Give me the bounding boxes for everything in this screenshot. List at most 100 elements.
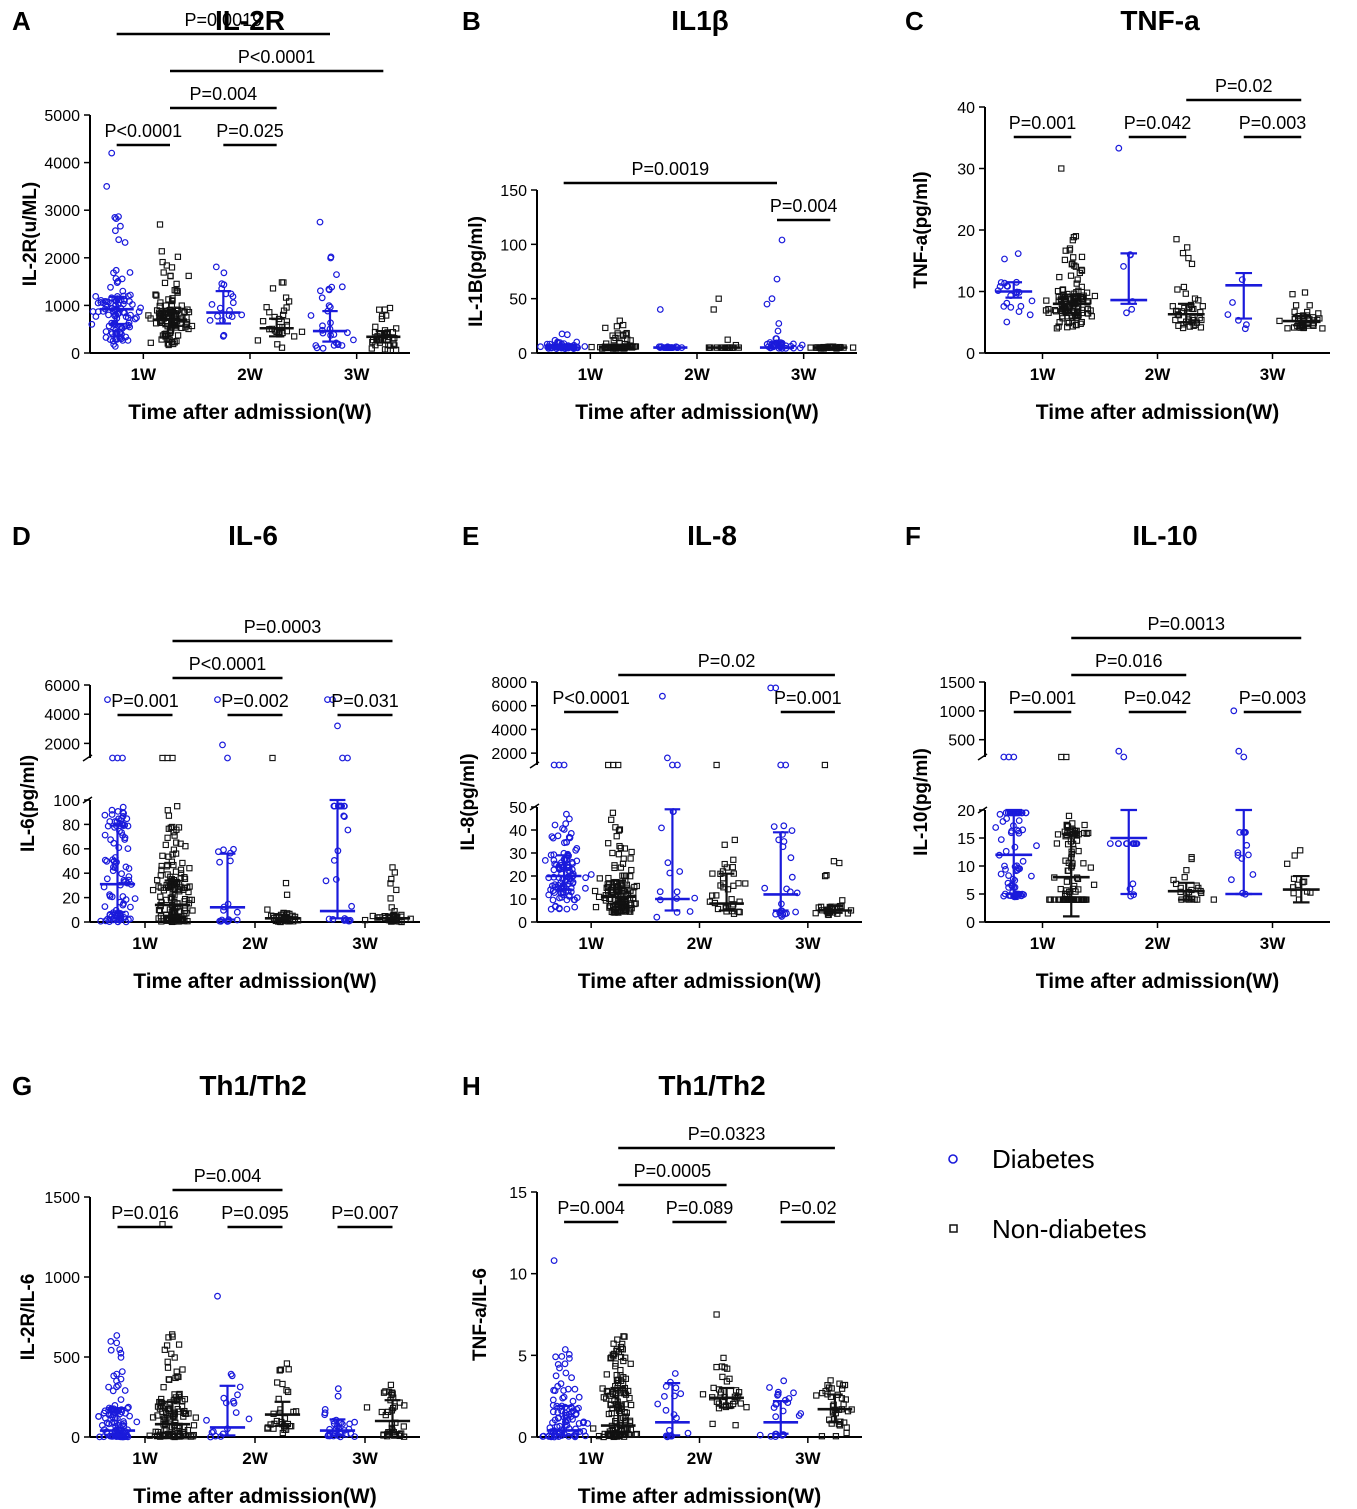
data-point-non-diabetes (161, 311, 168, 319)
data-point-diabetes (552, 1372, 560, 1380)
data-point-diabetes (103, 857, 111, 865)
data-point-diabetes (1000, 303, 1008, 310)
data-point-non-diabetes (609, 332, 616, 339)
data-point-non-diabetes (169, 754, 176, 762)
data-point-diabetes (119, 901, 127, 909)
data-point-non-diabetes (1061, 256, 1069, 264)
data-point-diabetes (548, 833, 556, 840)
x-tick-label: 1W (578, 1449, 604, 1468)
data-point-diabetes (656, 888, 664, 896)
data-point-diabetes (1120, 263, 1127, 270)
data-point-diabetes (116, 910, 124, 917)
data-point-non-diabetes (298, 328, 306, 335)
data-point-non-diabetes (1310, 322, 1317, 329)
data-point-non-diabetes (609, 809, 617, 816)
data-point-non-diabetes (164, 1358, 171, 1365)
data-point-non-diabetes (830, 858, 838, 865)
data-point-non-diabetes (1179, 249, 1187, 257)
data-point-diabetes (562, 1369, 570, 1377)
x-tick-label: 3W (791, 365, 817, 384)
y-tick-label: 5 (966, 887, 975, 904)
data-point-non-diabetes (1058, 753, 1065, 761)
data-point-diabetes (106, 891, 113, 899)
data-point-non-diabetes (283, 1387, 290, 1394)
data-point-non-diabetes (1210, 896, 1217, 903)
data-point-non-diabetes (192, 1414, 199, 1421)
data-point-non-diabetes (274, 1379, 281, 1386)
data-point-non-diabetes (181, 884, 189, 892)
data-point-non-diabetes (160, 1416, 167, 1423)
data-point-diabetes (326, 303, 334, 311)
data-point-non-diabetes (614, 1336, 621, 1343)
data-point-non-diabetes (628, 848, 635, 856)
data-point-diabetes (122, 333, 130, 341)
data-point-non-diabetes (263, 304, 270, 311)
data-point-diabetes (784, 1399, 792, 1406)
data-point-non-diabetes (626, 1394, 633, 1402)
data-point-non-diabetes (605, 883, 612, 891)
data-point-non-diabetes (147, 339, 154, 346)
data-point-non-diabetes (167, 273, 174, 280)
data-point-non-diabetes (1058, 313, 1066, 320)
p-value-label: P=0.02 (779, 1198, 837, 1218)
data-point-non-diabetes (1187, 301, 1195, 309)
data-point-diabetes (547, 851, 555, 859)
x-tick-label: 1W (1030, 365, 1056, 384)
y-tick-label: 50 (509, 292, 527, 309)
legend-diabetes-label: Diabetes (992, 1144, 1095, 1174)
p-value-label: P=0.042 (1124, 113, 1192, 133)
data-point-non-diabetes (175, 824, 183, 831)
data-point-non-diabetes (361, 916, 369, 924)
data-point-diabetes (554, 881, 562, 889)
panel-title: IL-6 (228, 520, 278, 551)
y-tick-label: 2000 (44, 736, 80, 753)
data-point-non-diabetes (1194, 896, 1201, 903)
data-point-diabetes (135, 308, 143, 316)
data-point-diabetes (1244, 851, 1252, 859)
data-point-non-diabetes (384, 1433, 391, 1440)
panel-letter: F (905, 521, 921, 551)
data-point-diabetes (654, 1400, 662, 1408)
data-point-non-diabetes (633, 882, 640, 890)
data-point-diabetes (118, 1421, 126, 1429)
data-point-non-diabetes (160, 915, 167, 922)
p-value-label: P=0.001 (774, 688, 842, 708)
data-point-non-diabetes (605, 874, 612, 882)
data-point-non-diabetes (1078, 283, 1085, 291)
data-point-non-diabetes (1291, 308, 1298, 315)
data-point-diabetes (673, 888, 681, 896)
data-point-diabetes (550, 1257, 558, 1264)
data-point-non-diabetes (617, 1372, 624, 1379)
data-point-diabetes (120, 1418, 127, 1425)
data-point-non-diabetes (387, 895, 394, 902)
data-point-non-diabetes (822, 1388, 829, 1395)
data-point-diabetes (334, 722, 341, 730)
data-point-diabetes (344, 826, 352, 834)
x-tick-label: 1W (1030, 934, 1056, 953)
data-point-diabetes (1001, 862, 1008, 870)
data-point-diabetes (997, 870, 1005, 878)
data-point-non-diabetes (376, 306, 383, 313)
data-point-diabetes (560, 1387, 567, 1394)
data-point-non-diabetes (622, 331, 629, 338)
data-point-non-diabetes (617, 844, 624, 852)
data-point-non-diabetes (156, 221, 164, 228)
p-value-label: P=0.02 (1215, 76, 1273, 96)
data-point-diabetes (126, 903, 134, 911)
y-tick-label: 40 (62, 866, 80, 883)
data-point-non-diabetes (1284, 860, 1291, 867)
data-point-diabetes (551, 1387, 559, 1395)
data-point-non-diabetes (1052, 308, 1060, 315)
data-point-diabetes (1019, 826, 1027, 834)
data-point-non-diabetes (1284, 325, 1291, 332)
panel-letter: D (12, 521, 31, 551)
x-axis-label: Time after admission(W) (1036, 970, 1280, 993)
data-point-non-diabetes (728, 896, 735, 903)
x-axis-label: Time after admission(W) (575, 401, 819, 424)
data-point-non-diabetes (742, 880, 749, 887)
y-tick-label: 5 (518, 1348, 527, 1365)
data-point-diabetes (1240, 753, 1248, 761)
data-point-non-diabetes (713, 1311, 720, 1318)
data-point-non-diabetes (184, 1426, 192, 1434)
p-value-label: P=0.0003 (244, 617, 322, 637)
